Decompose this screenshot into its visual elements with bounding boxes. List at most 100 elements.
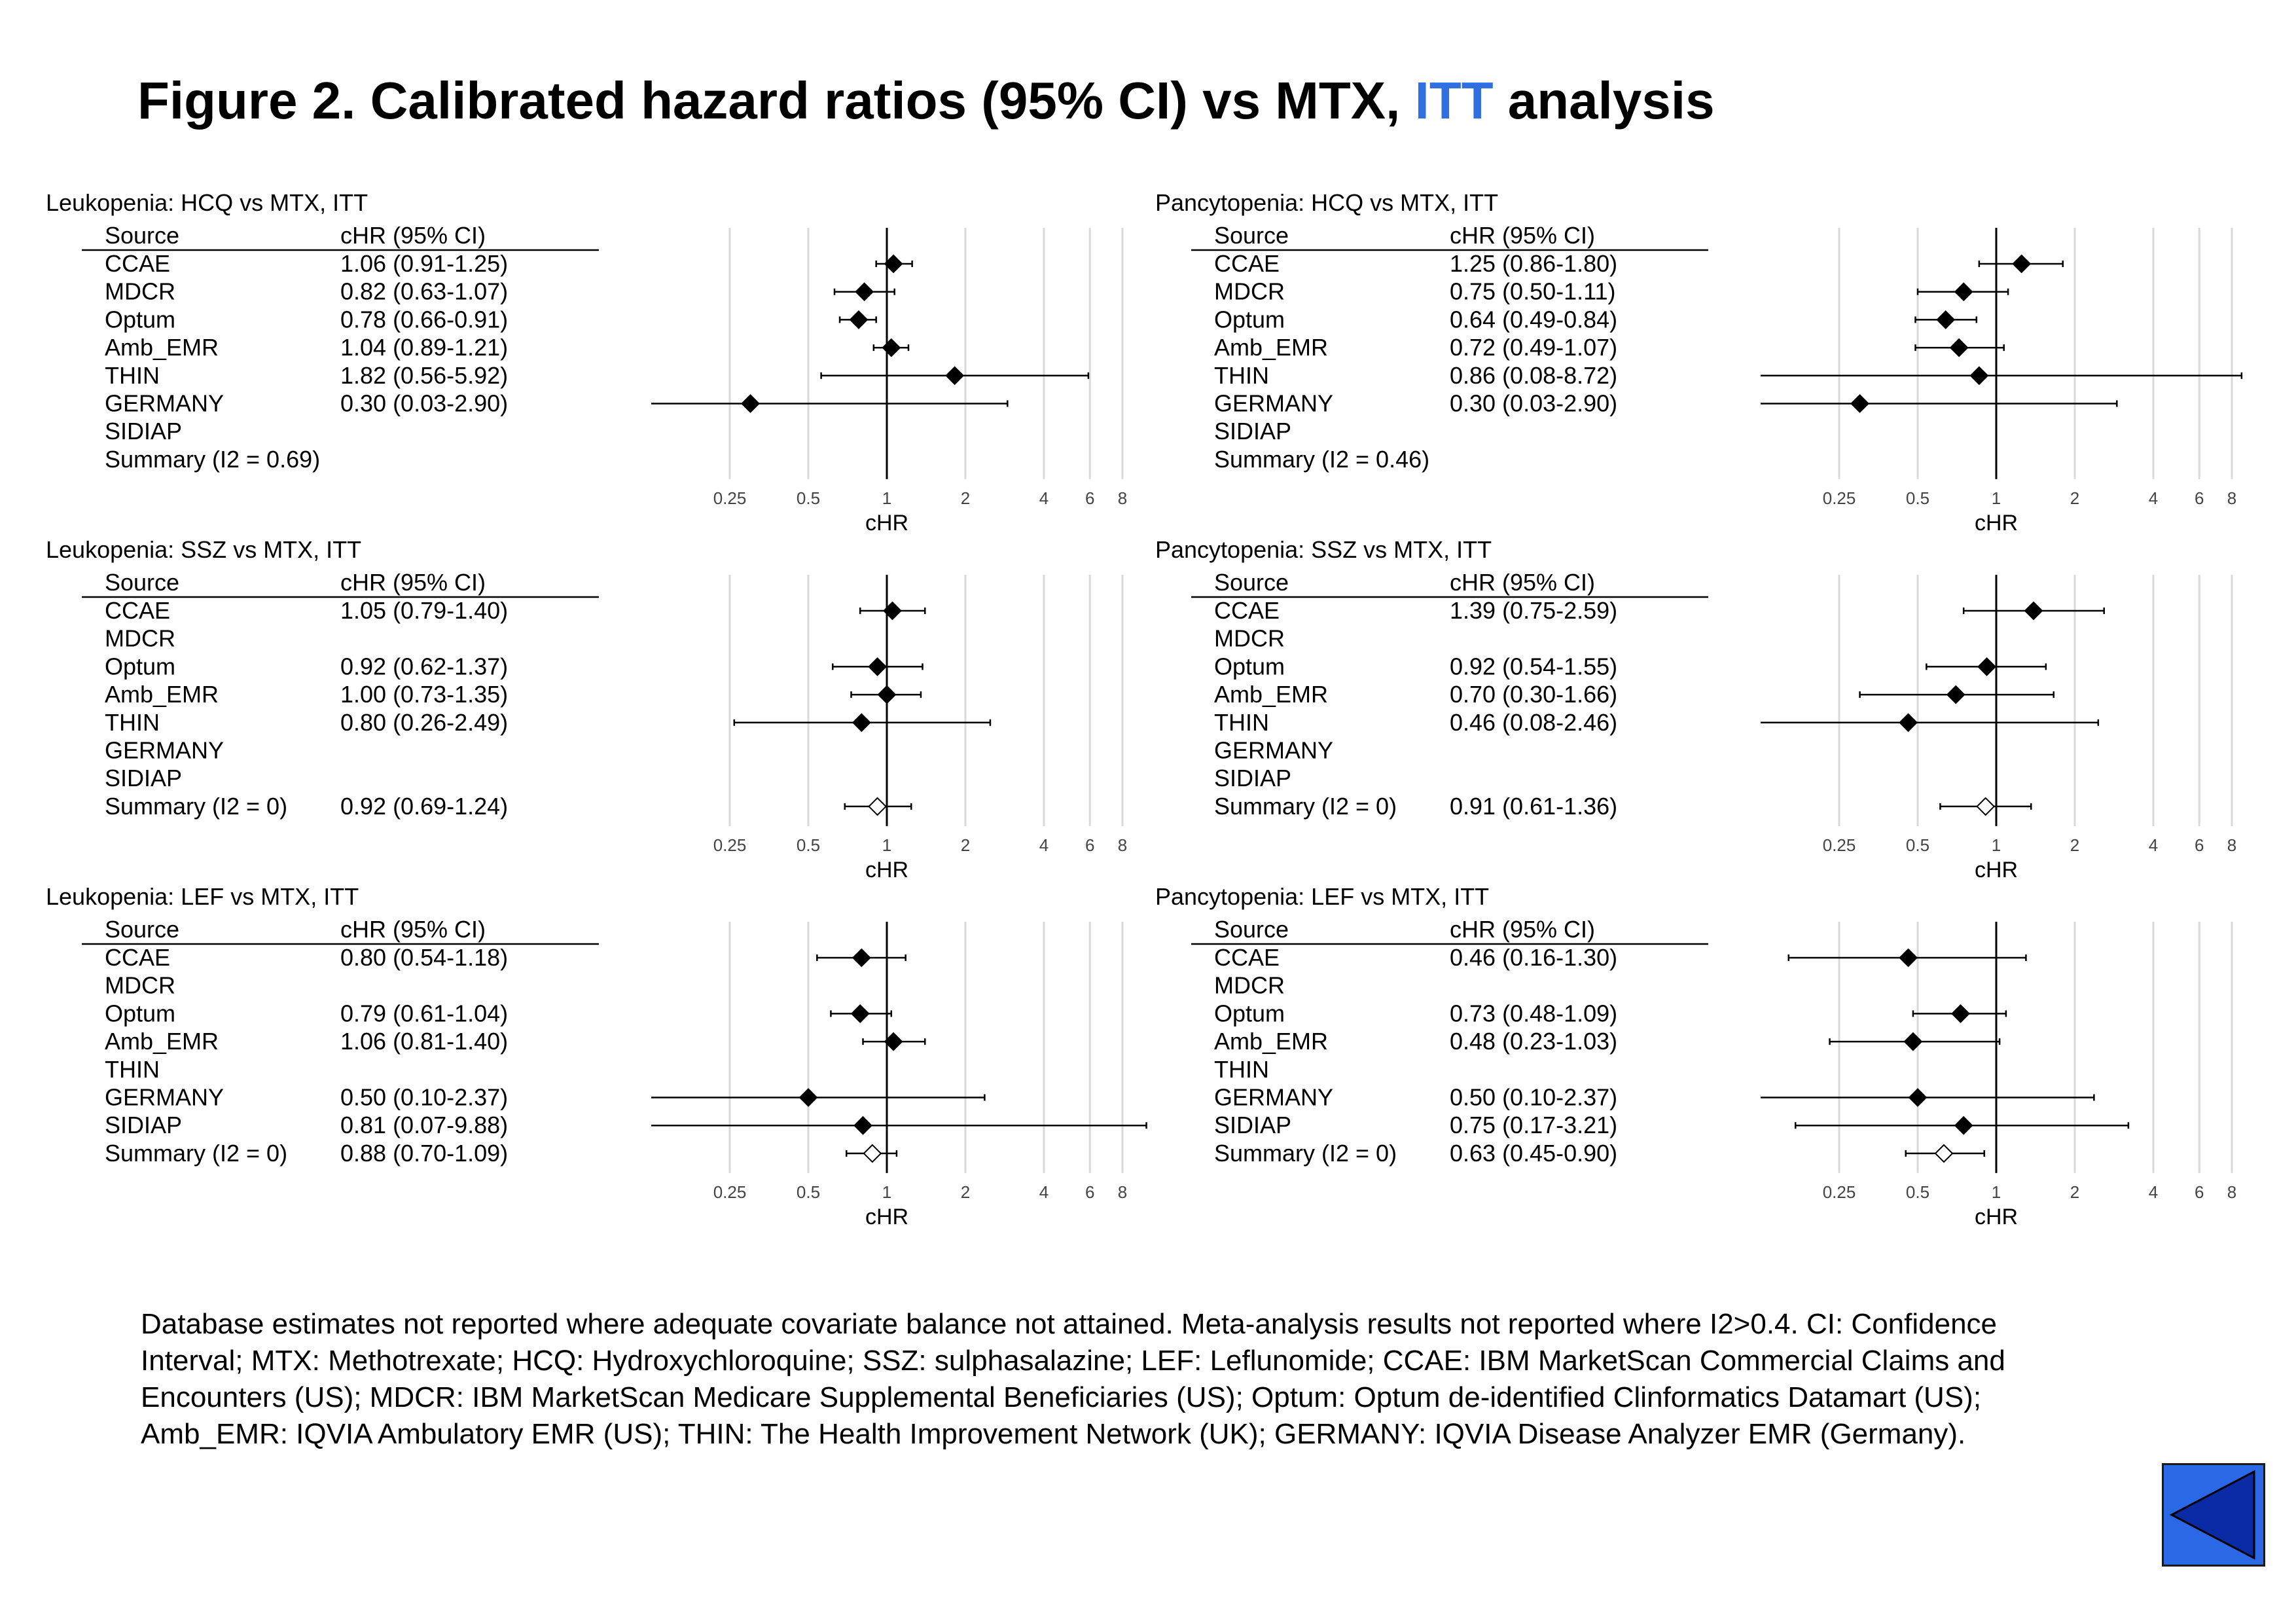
row-estimate: 0.80 (0.26-2.49) xyxy=(340,709,508,736)
tick-label: 8 xyxy=(2227,488,2236,508)
row-source: THIN xyxy=(105,362,160,389)
estimate-diamond xyxy=(855,282,874,302)
estimate-diamond xyxy=(868,657,887,676)
estimate-diamond xyxy=(1899,713,1918,733)
estimate-diamond xyxy=(877,685,897,704)
row-estimate: 0.64 (0.49-0.84) xyxy=(1450,306,1617,333)
tick-label: 0.5 xyxy=(797,1182,820,1202)
tick-label: 6 xyxy=(2195,1182,2204,1202)
x-axis-label: cHR xyxy=(1975,511,2018,535)
x-axis-label: cHR xyxy=(1975,1205,2018,1229)
row-source: Optum xyxy=(1214,1000,1285,1026)
col-header-source: Source xyxy=(105,569,179,596)
row-source: GERMANY xyxy=(1214,737,1333,764)
tick-label: 8 xyxy=(1118,488,1127,508)
tick-label: 4 xyxy=(2149,488,2158,508)
estimate-diamond xyxy=(1936,310,1956,329)
tick-label: 6 xyxy=(1085,488,1094,508)
tick-label: 2 xyxy=(2070,1182,2079,1202)
row-estimate: 1.06 (0.81-1.40) xyxy=(340,1028,508,1055)
tick-label: 1 xyxy=(1992,835,2001,855)
back-triangle-icon xyxy=(2169,1470,2255,1560)
row-source: Optum xyxy=(105,306,175,333)
row-source: THIN xyxy=(105,1056,160,1083)
tick-label: 1 xyxy=(1992,1182,2001,1202)
row-source: Amb_EMR xyxy=(1214,334,1328,361)
tick-label: 1 xyxy=(882,1182,891,1202)
panel-title: Pancytopenia: HCQ vs MTX, ITT xyxy=(1155,189,1498,216)
x-axis-label: cHR xyxy=(865,1205,908,1229)
estimate-diamond xyxy=(1951,1004,1970,1023)
title-suffix: analysis xyxy=(1493,71,1715,130)
col-header-estimate: cHR (95% CI) xyxy=(1450,916,1595,943)
footnote: Database estimates not reported where ad… xyxy=(141,1308,2005,1450)
estimate-diamond xyxy=(1899,948,1918,968)
row-source: MDCR xyxy=(1214,278,1285,305)
row-source: GERMANY xyxy=(105,737,224,764)
row-estimate: 0.70 (0.30-1.66) xyxy=(1450,681,1617,708)
estimate-diamond xyxy=(852,948,871,968)
row-source: CCAE xyxy=(105,597,170,624)
title-accent: ITT xyxy=(1414,71,1494,130)
tick-label: 4 xyxy=(1039,1182,1049,1202)
row-source: Amb_EMR xyxy=(105,1028,219,1055)
row-estimate: 1.04 (0.89-1.21) xyxy=(340,334,508,361)
row-source: SIDIAP xyxy=(1214,765,1291,791)
row-estimate: 0.75 (0.50-1.11) xyxy=(1450,278,1616,305)
row-estimate: 0.81 (0.07-9.88) xyxy=(340,1112,508,1138)
estimate-diamond xyxy=(1949,338,1969,357)
row-estimate: 0.86 (0.08-8.72) xyxy=(1450,362,1617,389)
row-estimate: 0.46 (0.08-2.46) xyxy=(1450,709,1617,736)
estimate-diamond xyxy=(884,254,903,274)
tick-label: 0.5 xyxy=(1906,1182,1929,1202)
tick-label: 8 xyxy=(1118,1182,1127,1202)
row-source: Optum xyxy=(1214,653,1285,680)
estimate-diamond xyxy=(882,338,901,357)
estimate-diamond xyxy=(1954,1116,1973,1135)
tick-label: 2 xyxy=(2070,835,2079,855)
estimate-diamond xyxy=(945,366,965,386)
estimate-diamond xyxy=(883,601,902,621)
panel-title: Leukopenia: HCQ vs MTX, ITT xyxy=(46,189,368,216)
estimate-diamond xyxy=(884,1032,903,1051)
row-source: THIN xyxy=(1214,362,1269,389)
tick-label: 0.25 xyxy=(1823,1182,1856,1202)
estimate-diamond xyxy=(1946,685,1965,704)
row-source: Summary (I2 = 0) xyxy=(105,1140,287,1167)
back-button[interactable] xyxy=(2162,1463,2265,1567)
row-estimate: 0.73 (0.48-1.09) xyxy=(1450,1000,1617,1026)
tick-label: 0.5 xyxy=(797,488,820,508)
row-source: CCAE xyxy=(1214,597,1280,624)
row-source: Summary (I2 = 0.46) xyxy=(1214,446,1429,473)
tick-label: 0.25 xyxy=(713,1182,747,1202)
tick-label: 0.25 xyxy=(1823,488,1856,508)
col-header-estimate: cHR (95% CI) xyxy=(340,222,486,249)
row-estimate: 0.63 (0.45-0.90) xyxy=(1450,1140,1617,1167)
tick-label: 6 xyxy=(1085,1182,1094,1202)
col-header-source: Source xyxy=(1214,569,1289,596)
estimate-diamond xyxy=(1977,657,1996,676)
row-source: CCAE xyxy=(105,944,170,971)
tick-label: 0.25 xyxy=(713,488,747,508)
row-estimate: 0.92 (0.69-1.24) xyxy=(340,793,508,820)
x-axis-label: cHR xyxy=(1975,858,2018,882)
row-source: THIN xyxy=(105,709,160,736)
row-estimate: 0.79 (0.61-1.04) xyxy=(340,1000,508,1026)
col-header-source: Source xyxy=(105,916,179,943)
tick-label: 8 xyxy=(2227,835,2236,855)
row-estimate: 0.46 (0.16-1.30) xyxy=(1450,944,1617,971)
row-source: MDCR xyxy=(105,278,175,305)
estimate-diamond xyxy=(852,713,871,733)
row-source: SIDIAP xyxy=(1214,1112,1291,1138)
x-axis-label: cHR xyxy=(865,858,908,882)
tick-label: 0.5 xyxy=(797,835,820,855)
estimate-diamond xyxy=(1908,1088,1928,1107)
row-source: GERMANY xyxy=(105,1084,224,1111)
tick-label: 4 xyxy=(2149,1182,2158,1202)
estimate-diamond xyxy=(2012,254,2032,274)
figure-title: Figure 2. Calibrated hazard ratios (95% … xyxy=(137,71,1715,131)
row-source: Summary (I2 = 0) xyxy=(105,793,287,820)
estimate-diamond xyxy=(1954,282,1973,302)
estimate-diamond xyxy=(1969,366,1989,386)
row-source: CCAE xyxy=(105,250,170,277)
